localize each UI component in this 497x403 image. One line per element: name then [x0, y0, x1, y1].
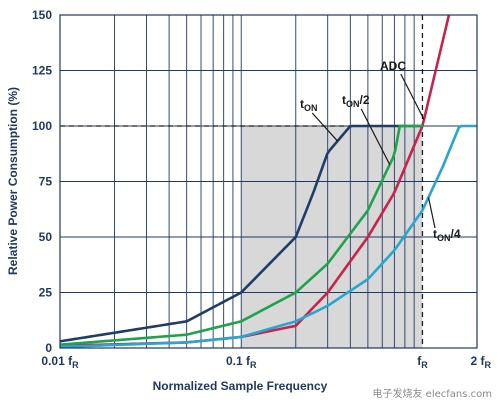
x-tick-label: 0.01 fR — [41, 354, 79, 370]
leader-line-ton4 — [427, 197, 436, 229]
leader-line-ton — [311, 112, 338, 142]
label-ton4: tON/4 — [433, 227, 461, 243]
leader-line-ton2 — [360, 108, 391, 165]
leader-line-adc — [400, 73, 425, 120]
x-axis-title: Normalized Sample Frequency — [153, 379, 328, 393]
label-ton: tON — [300, 97, 318, 113]
label-adc: ADC — [380, 59, 406, 73]
y-tick-label: 150 — [32, 8, 52, 22]
y-tick-label: 25 — [39, 286, 53, 300]
x-tick-label: 0.1 fR — [226, 354, 257, 370]
series-line-ton — [60, 124, 424, 343]
y-tick-label: 100 — [32, 119, 52, 133]
y-tick-label: 75 — [39, 175, 53, 189]
y-tick-label: 0 — [45, 341, 52, 355]
y-tick-label: 50 — [39, 230, 53, 244]
y-axis-title: Relative Power Consumption (%) — [6, 87, 20, 275]
x-tick-label: 2 fR — [470, 354, 491, 370]
watermark-text: 电子发烧友 elecfans.com — [373, 387, 493, 400]
series-line-ton4 — [60, 124, 477, 348]
series-line-ton2 — [60, 124, 424, 346]
label-ton2: tON/2 — [342, 93, 370, 109]
plot-frame — [59, 14, 478, 349]
x-tick-label: fR — [417, 354, 428, 370]
y-tick-label: 125 — [32, 64, 52, 78]
